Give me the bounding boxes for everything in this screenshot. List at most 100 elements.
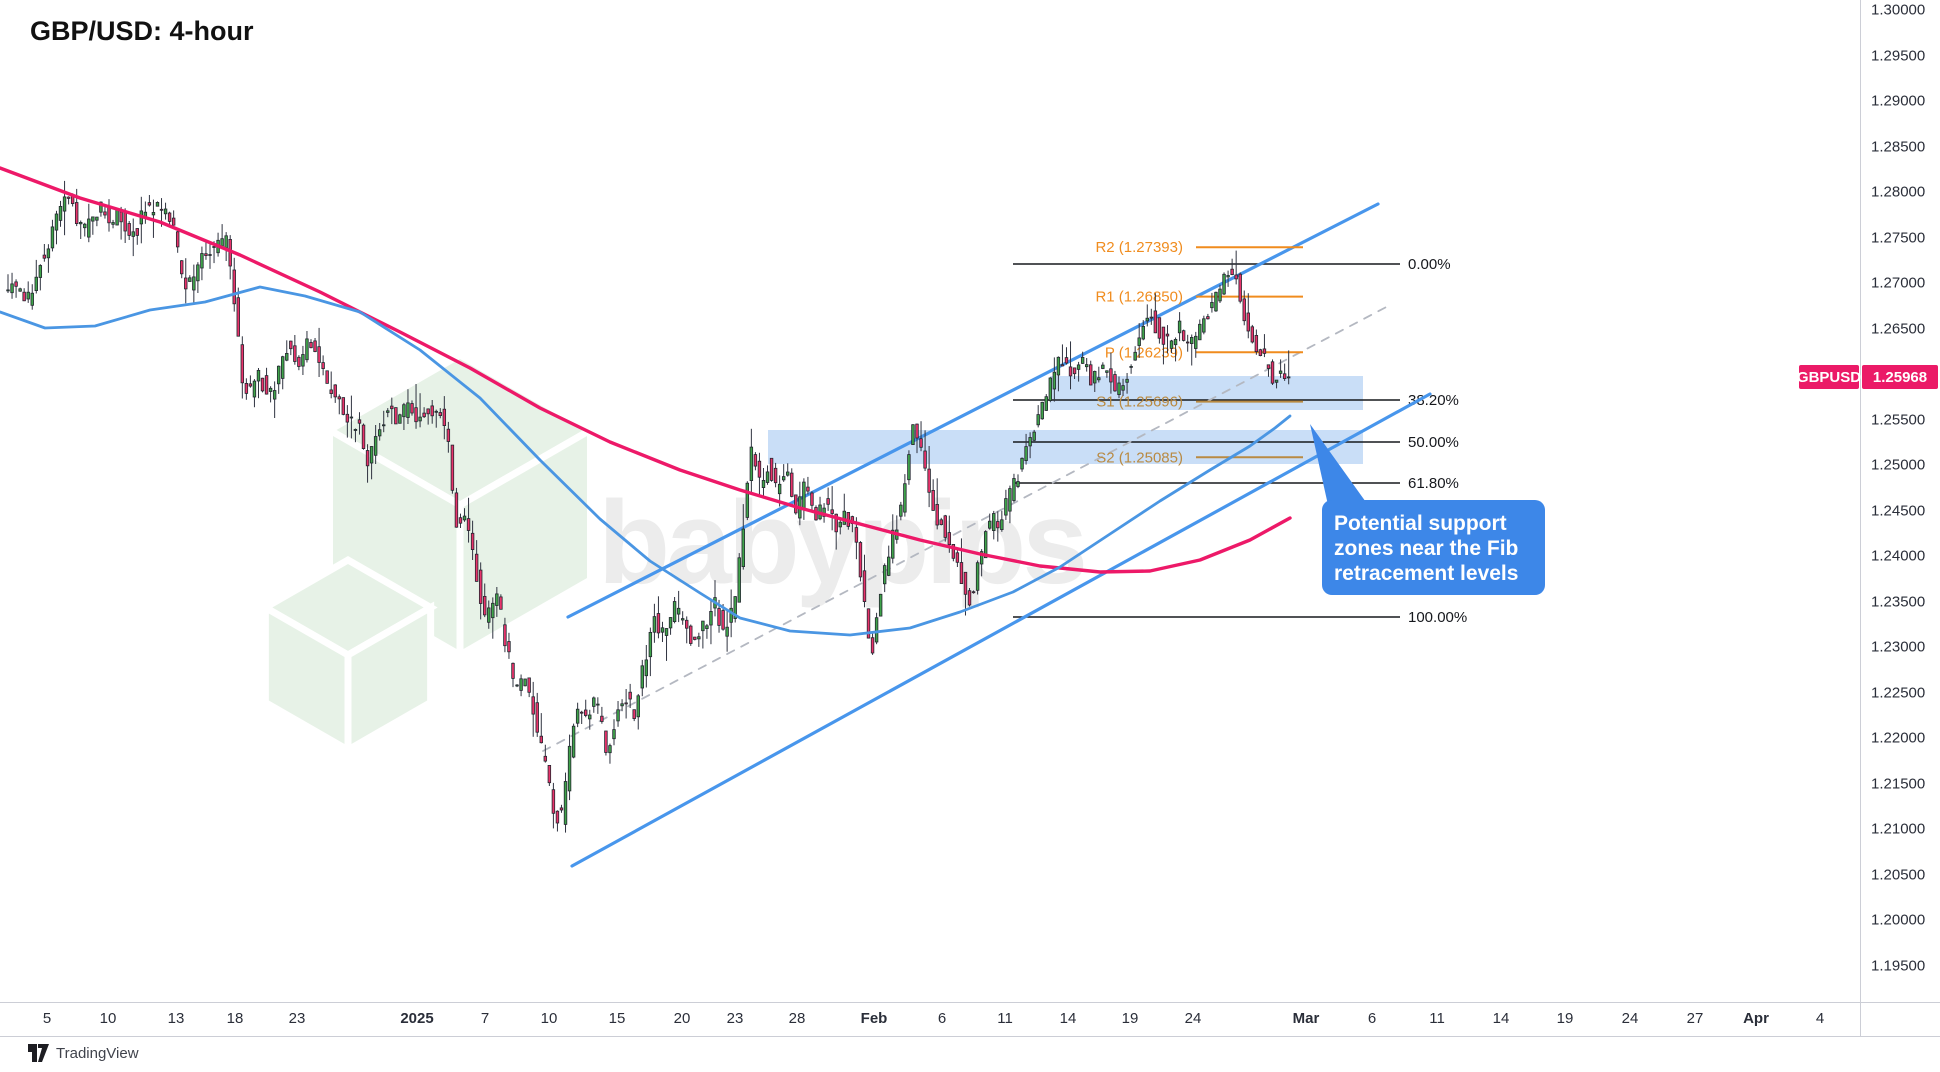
candle-up <box>1226 275 1230 278</box>
candle-up <box>1133 351 1137 361</box>
candle-up <box>571 725 576 758</box>
time-axis-label: 4 <box>1815 1010 1825 1027</box>
candle-up <box>30 292 34 306</box>
callout-text-line: zones near the Fib <box>1334 537 1519 560</box>
trendline-upper-channel[interactable] <box>566 202 1380 619</box>
candle-up <box>697 636 701 640</box>
ma-fast-blue-line[interactable] <box>0 285 1292 637</box>
pivot-level-label: R2 (1.27393) <box>1095 239 1183 256</box>
candle-up <box>377 429 382 437</box>
candle-up <box>668 617 673 629</box>
candle-down <box>147 202 152 206</box>
candle-up <box>305 338 309 361</box>
price-axis-label: 1.24500 <box>1871 502 1926 519</box>
candle-up <box>1210 301 1214 309</box>
candlestick-series[interactable] <box>6 180 1291 833</box>
candle-up <box>402 404 406 418</box>
candle-down <box>478 569 483 604</box>
symbol-price-tag-symbol: GBPUSD <box>1797 365 1861 389</box>
time-axis-border-top <box>0 1002 1940 1003</box>
candle-up <box>1020 457 1024 470</box>
candle-down <box>915 423 919 439</box>
price-axis-label: 1.21500 <box>1871 775 1926 792</box>
support-zone-rect[interactable] <box>768 430 1363 464</box>
candle-up <box>252 380 257 398</box>
candle-up <box>745 482 750 518</box>
candle-up <box>1202 318 1206 333</box>
candle-down <box>511 662 515 679</box>
time-axis-label: 27 <box>1686 1010 1704 1027</box>
time-axis-label: 23 <box>288 1010 306 1027</box>
support-zone-rect[interactable] <box>1050 376 1363 410</box>
candle-down <box>1060 364 1065 367</box>
trendline-lower-channel[interactable] <box>570 392 1432 868</box>
candle-down <box>963 571 968 595</box>
candle-up <box>6 289 10 292</box>
candle-down <box>42 254 47 259</box>
candle-up <box>406 402 410 418</box>
candle-down <box>14 281 18 287</box>
price-axis-label: 1.23000 <box>1871 638 1926 656</box>
callout-box[interactable]: Potential support zones near the Fib ret… <box>1322 500 1545 595</box>
candle-down <box>1230 268 1234 276</box>
candle-down <box>551 789 556 814</box>
candle-up <box>781 476 786 481</box>
candle-up <box>523 678 527 687</box>
candle-up <box>1044 396 1048 411</box>
price-axis-label: 1.28500 <box>1871 138 1926 155</box>
candle-up <box>660 627 665 633</box>
candle-up <box>588 714 592 720</box>
candle-down <box>337 396 341 400</box>
candle-down <box>656 613 661 634</box>
price-axis-label: 1.23500 <box>1871 593 1926 610</box>
tradingview-logo-icon <box>28 1044 49 1062</box>
candle-up <box>616 709 620 722</box>
tradingview-attribution[interactable]: TradingView <box>28 1044 139 1062</box>
candle-down <box>357 419 362 424</box>
candle-up <box>729 607 733 623</box>
candle-up <box>285 352 289 361</box>
candle-up <box>749 446 754 482</box>
candle-up <box>301 354 305 367</box>
candle-up <box>575 708 580 724</box>
candle-up <box>398 414 402 424</box>
candle-down <box>628 691 632 700</box>
candle-up <box>741 528 745 567</box>
candle-down <box>466 518 471 531</box>
candle-up <box>1084 364 1089 368</box>
candle-down <box>769 457 774 481</box>
candle-down <box>414 407 418 423</box>
tradingview-logo-text: TradingView <box>56 1044 139 1062</box>
candle-up <box>838 521 842 528</box>
candle-down <box>329 389 333 394</box>
time-axis-label: 18 <box>226 1010 244 1027</box>
time-axis-label: 6 <box>937 1010 947 1027</box>
candle-down <box>1181 330 1186 341</box>
candle-up <box>220 238 224 247</box>
candle-up <box>907 454 911 481</box>
fib-level-label: 50.00% <box>1408 434 1459 451</box>
candle-down <box>499 596 503 610</box>
candle-down <box>289 340 293 350</box>
candle-up <box>911 424 915 446</box>
candle-down <box>717 608 721 626</box>
candle-down <box>297 356 301 367</box>
candle-up <box>725 626 729 637</box>
candle-up <box>761 479 766 488</box>
trendline-dashed-midline[interactable] <box>542 303 1393 752</box>
candle-down <box>483 596 487 616</box>
ma-slow-pink-line[interactable] <box>0 166 1292 574</box>
candle-up <box>592 697 596 707</box>
candle-up <box>131 231 135 237</box>
candle-up <box>62 196 67 212</box>
candle-down <box>171 217 176 226</box>
price-axis-label: 1.20500 <box>1871 866 1926 883</box>
candle-down <box>1089 364 1093 386</box>
candle-up <box>58 205 63 221</box>
candle-up <box>664 628 669 636</box>
candle-down <box>410 403 414 414</box>
candle-up <box>887 556 891 576</box>
candle-down <box>584 709 588 716</box>
candle-down <box>1266 364 1271 369</box>
